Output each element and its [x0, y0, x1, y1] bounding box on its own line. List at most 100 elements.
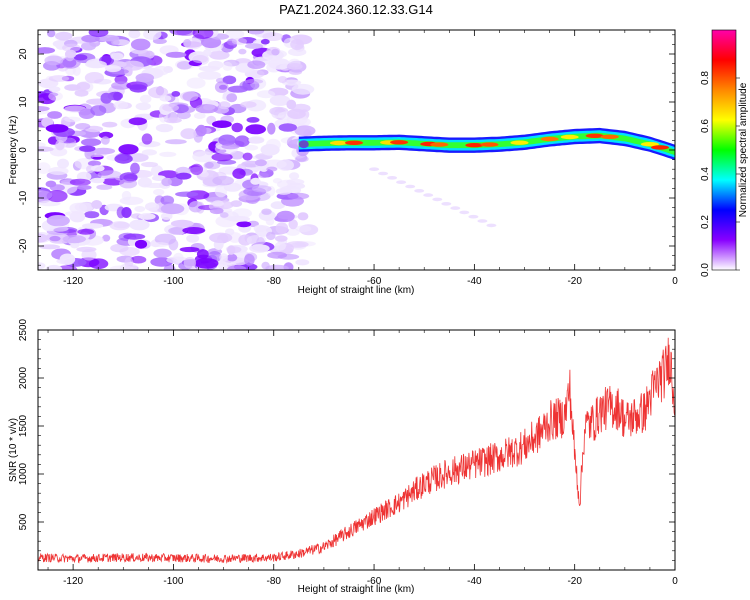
noise-blob: [232, 168, 246, 179]
spectrogram-y-axis: -20 -10 0 10 20: [18, 34, 675, 266]
noise-blob: [163, 117, 182, 124]
noise-blob: [218, 134, 236, 146]
noise-blob: [192, 151, 215, 163]
noise-blob: [69, 202, 87, 214]
noise-blob: [75, 123, 91, 130]
noise-blob: [123, 173, 138, 182]
noise-blob: [128, 117, 147, 126]
snr-y-tick-label: 2000: [18, 366, 29, 389]
noise-blob: [77, 228, 95, 235]
noise-blob: [121, 190, 132, 201]
noise-blob: [110, 52, 124, 61]
noise-blob: [459, 210, 470, 215]
noise-blob: [46, 215, 70, 227]
noise-blob: [49, 235, 61, 242]
snr-y-tick-label: 2500: [18, 318, 29, 341]
noise-blob: [65, 49, 77, 59]
noise-blob: [246, 235, 267, 246]
noise-blob: [140, 161, 159, 168]
signal-hotspot: [540, 136, 559, 142]
noise-blob: [270, 201, 285, 210]
noise-blob: [111, 39, 120, 46]
noise-blob: [109, 265, 134, 270]
noise-blob: [155, 123, 174, 133]
signal-hotspot: [329, 140, 348, 146]
noise-blob: [38, 106, 50, 112]
noise-blob: [48, 166, 69, 176]
noise-blob: [288, 219, 298, 230]
noise-blob: [212, 175, 235, 186]
noise-blob: [486, 223, 497, 228]
noise-blob: [84, 72, 104, 84]
noise-blob: [194, 258, 219, 269]
spectrogram-noise: [38, 30, 497, 270]
noise-blob: [175, 191, 199, 197]
noise-blob: [141, 149, 157, 156]
noise-blob: [369, 167, 380, 171]
signal-hotspot: [560, 134, 579, 140]
noise-blob: [203, 161, 221, 170]
noise-blob: [227, 245, 236, 255]
noise-blob: [38, 162, 51, 174]
noise-blob: [153, 248, 172, 258]
noise-blob: [135, 73, 155, 83]
noise-blob: [76, 82, 91, 91]
noise-blob: [183, 39, 192, 48]
noise-blob: [49, 147, 68, 157]
noise-blob: [254, 159, 267, 167]
noise-blob: [60, 56, 81, 69]
snr-background: [38, 330, 675, 570]
noise-blob: [209, 50, 230, 60]
signal-hotspot: [298, 140, 309, 149]
noise-blob: [244, 253, 255, 266]
noise-blob: [226, 253, 238, 262]
signal-hotspot: [480, 142, 499, 147]
spectrogram-y-tick-label: -10: [18, 190, 29, 205]
noise-blob: [128, 30, 141, 39]
noise-blob: [226, 93, 238, 103]
noise-blob: [48, 91, 63, 101]
noise-blob: [414, 189, 425, 193]
noise-blob: [77, 185, 92, 190]
noise-blob: [186, 234, 200, 243]
noise-blob: [148, 86, 169, 99]
noise-blob: [96, 184, 113, 190]
noise-blob: [57, 158, 69, 169]
noise-blob: [194, 112, 206, 119]
noise-blob: [90, 177, 105, 184]
noise-blob: [195, 124, 207, 137]
noise-blob: [275, 187, 292, 195]
noise-blob: [180, 128, 197, 140]
noise-blob: [291, 83, 315, 95]
noise-blob: [262, 159, 287, 169]
noise-blob: [85, 60, 107, 69]
snr-y-tick-label: 1000: [18, 462, 29, 485]
noise-blob: [267, 122, 276, 135]
spectrogram-y-label: Frequency (Hz): [8, 116, 19, 185]
noise-blob: [152, 38, 167, 44]
noise-blob: [168, 227, 187, 235]
noise-blob: [211, 152, 233, 162]
noise-blob: [188, 201, 203, 213]
noise-blob: [139, 94, 152, 104]
noise-blob: [90, 105, 107, 116]
noise-blob: [143, 30, 162, 40]
noise-blob: [62, 43, 81, 52]
noise-blob: [288, 47, 307, 57]
noise-blob: [192, 30, 214, 39]
noise-blob: [192, 55, 209, 64]
noise-blob: [138, 213, 156, 220]
noise-blob: [275, 222, 289, 235]
noise-blob: [244, 79, 264, 84]
snr-x-tick-label: -60: [367, 576, 382, 587]
noise-blob: [173, 252, 184, 263]
noise-blob: [38, 233, 49, 243]
noise-blob: [226, 215, 251, 222]
noise-blob: [49, 184, 65, 192]
noise-blob: [294, 125, 316, 137]
noise-blob: [286, 241, 309, 248]
noise-blob: [168, 238, 179, 251]
noise-blob: [378, 171, 389, 176]
noise-blob: [48, 86, 61, 93]
signal-hotspot: [390, 140, 409, 145]
